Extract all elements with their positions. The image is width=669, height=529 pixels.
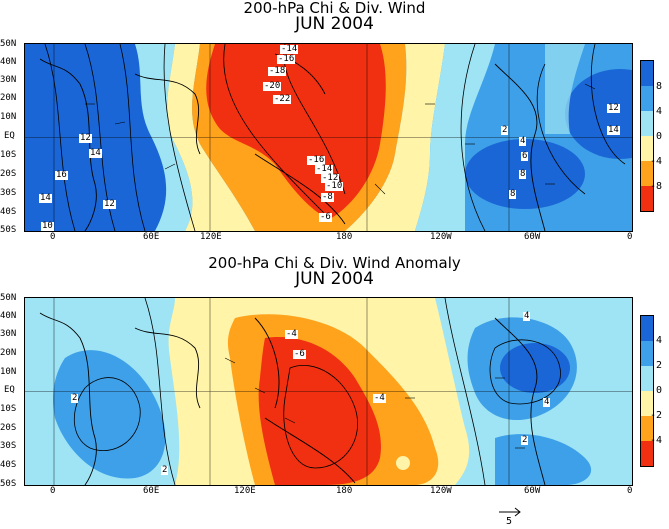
lat-label: 40N bbox=[0, 311, 17, 321]
lon-label: 120E bbox=[234, 486, 256, 496]
lat-label: 30S bbox=[0, 188, 17, 198]
lat-label: 30N bbox=[0, 329, 17, 339]
lat-label: 40S bbox=[0, 207, 17, 217]
contour-label: -14 bbox=[315, 164, 334, 174]
lat-label: 40N bbox=[0, 57, 17, 67]
lat-label: 40S bbox=[0, 460, 17, 470]
panel1-map: -14 -16 -18 -20 -22 -16 -14 -12 -10 -8 -… bbox=[24, 43, 633, 232]
lon-label: 120E bbox=[200, 232, 222, 242]
colorbar-tick: 4 bbox=[656, 335, 663, 346]
lat-label: EQ bbox=[4, 385, 15, 395]
lat-label: 50N bbox=[0, 39, 17, 49]
panel1-map-svg bbox=[25, 44, 632, 231]
contour-label: 12 bbox=[607, 103, 620, 113]
contour-label: -22 bbox=[273, 94, 292, 104]
contour-label: 8 bbox=[509, 189, 517, 199]
contour-label: -18 bbox=[268, 66, 287, 76]
vector-key-arrow-icon bbox=[499, 507, 521, 517]
colorbar-tick: -8 bbox=[650, 181, 663, 192]
lon-label: 60E bbox=[143, 232, 160, 242]
contour-label: 16 bbox=[55, 170, 68, 180]
lon-label: 0 bbox=[50, 486, 56, 496]
lon-label: 120W bbox=[430, 486, 452, 496]
contour-label: -16 bbox=[277, 54, 296, 64]
lat-label: 20N bbox=[0, 93, 17, 103]
contour-label: 2 bbox=[521, 435, 529, 445]
lon-label: 120W bbox=[430, 232, 452, 242]
lat-label: 30N bbox=[0, 75, 17, 85]
lat-label: 10N bbox=[0, 367, 17, 377]
lat-label: 30S bbox=[0, 441, 17, 451]
contour-label: 12 bbox=[103, 199, 116, 209]
colorbar-tick: 0 bbox=[656, 385, 663, 396]
contour-label: 6 bbox=[521, 151, 529, 161]
lat-label: 50S bbox=[0, 479, 17, 489]
contour-label: -16 bbox=[307, 155, 326, 165]
vector-key-label: 5 bbox=[506, 516, 513, 527]
lat-label: 10S bbox=[0, 404, 17, 414]
panel2-map-svg bbox=[25, 298, 632, 485]
contour-label: -4 bbox=[373, 393, 386, 403]
contour-label: -6 bbox=[319, 212, 332, 222]
colorbar-tick: 2 bbox=[656, 360, 663, 371]
lat-label: 20N bbox=[0, 348, 17, 358]
contour-label: 14 bbox=[607, 125, 620, 135]
panel1-colorbar bbox=[640, 60, 654, 212]
colorbar-tick: -4 bbox=[650, 156, 663, 167]
contour-label: 10 bbox=[41, 221, 54, 231]
lon-label: 0 bbox=[627, 486, 633, 496]
panel1-subtitle: JUN 2004 bbox=[295, 14, 374, 34]
contour-label: -6 bbox=[293, 349, 306, 359]
contour-label: -20 bbox=[263, 81, 282, 91]
panel2-title: 200-hPa Chi & Div. Wind Anomaly bbox=[208, 254, 461, 272]
panel2-map: -4 -6 -4 2 2 4 4 2 bbox=[24, 297, 633, 486]
contour-label: 8 bbox=[519, 169, 527, 179]
colorbar-tick: 8 bbox=[656, 81, 663, 92]
lon-label: 180 bbox=[336, 232, 353, 242]
panel2-colorbar bbox=[640, 315, 654, 467]
colorbar-tick: 0 bbox=[656, 131, 663, 142]
colorbar-tick: 4 bbox=[656, 106, 663, 117]
contour-label: 12 bbox=[79, 133, 92, 143]
lon-label: 60W bbox=[524, 232, 541, 242]
contour-label: 14 bbox=[89, 148, 102, 158]
contour-label: -8 bbox=[321, 192, 334, 202]
contour-label: 14 bbox=[39, 193, 52, 203]
lon-label: 0 bbox=[50, 232, 56, 242]
colorbar-tick: -4 bbox=[650, 435, 663, 446]
lat-label: 20S bbox=[0, 423, 17, 433]
lat-label: 10N bbox=[0, 112, 17, 122]
contour-label: -4 bbox=[285, 329, 298, 339]
contour-label: 4 bbox=[523, 311, 531, 321]
lat-label: EQ bbox=[4, 131, 15, 141]
contour-label: 2 bbox=[71, 393, 79, 403]
lon-label: 0 bbox=[627, 232, 633, 242]
contour-label: 2 bbox=[501, 125, 509, 135]
panel2-subtitle: JUN 2004 bbox=[295, 269, 374, 289]
lat-label: 50N bbox=[0, 293, 17, 303]
contour-label: -10 bbox=[325, 181, 344, 191]
contour-label: -12 bbox=[321, 173, 340, 183]
lon-label: 60E bbox=[143, 486, 160, 496]
lat-label: 50S bbox=[0, 225, 17, 235]
contour-label: -14 bbox=[280, 44, 299, 54]
lon-label: 60W bbox=[524, 486, 541, 496]
contour-label: 4 bbox=[519, 136, 527, 146]
contour-label: 2 bbox=[161, 465, 169, 475]
colorbar-tick: -2 bbox=[650, 410, 663, 421]
lat-label: 20S bbox=[0, 169, 17, 179]
lon-label: 180 bbox=[336, 486, 353, 496]
lat-label: 10S bbox=[0, 150, 17, 160]
panel1-title: 200-hPa Chi & Div. Wind bbox=[243, 0, 426, 17]
contour-label: 4 bbox=[543, 397, 551, 407]
